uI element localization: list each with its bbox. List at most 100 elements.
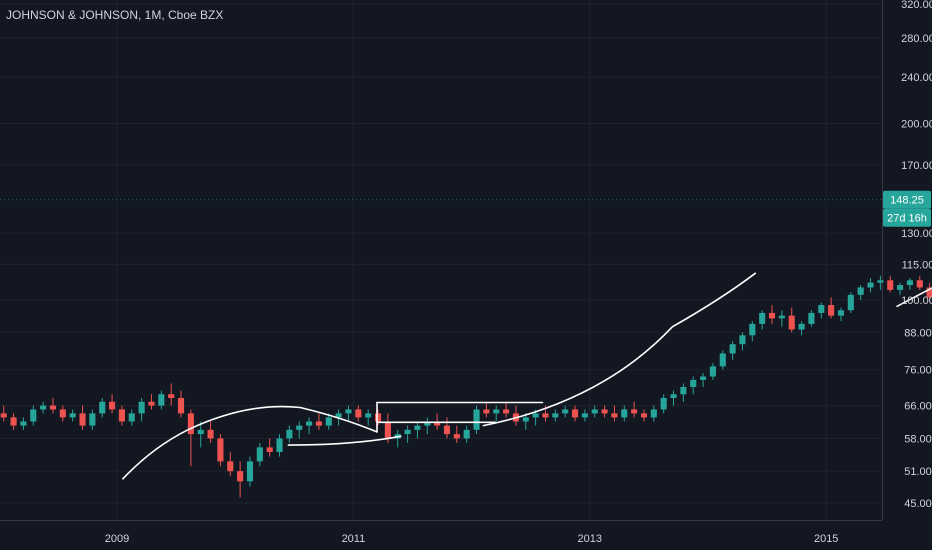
y-tick-label: 280.00 (901, 33, 932, 45)
candle-body (847, 294, 854, 311)
candle-body (473, 409, 480, 430)
candle-body (522, 417, 529, 422)
countdown-badge (883, 208, 931, 227)
candle-body (532, 413, 539, 418)
countdown-badge-value: 27d 16h (887, 213, 927, 225)
candle-body (187, 413, 194, 435)
y-tick-label: 130.00 (901, 228, 932, 240)
candle-body (581, 413, 588, 418)
candle-body (670, 394, 677, 398)
candle-body (306, 421, 313, 426)
candle-body (867, 282, 874, 288)
candle-body (453, 434, 460, 439)
candle-body (897, 285, 904, 290)
candle-body (424, 421, 431, 426)
y-tick-label: 88.00 (904, 327, 932, 339)
candle-body (227, 461, 234, 472)
x-tick-label: 2009 (105, 533, 129, 545)
candle-body (79, 413, 86, 426)
rounding-bottom-2009-2011-base (287, 435, 402, 446)
y-tick-label: 100.00 (901, 295, 932, 307)
candle-body (483, 409, 490, 414)
candle-body (10, 417, 17, 426)
parabolic-curve-2012-2014 (482, 272, 757, 427)
candle-body (49, 405, 57, 410)
candle-body (276, 438, 283, 452)
candle-body (591, 409, 598, 414)
candle-body (571, 409, 579, 418)
candle-body (680, 386, 687, 395)
y-tick-label: 115.00 (902, 259, 932, 271)
y-tick-label: 58.00 (904, 433, 932, 445)
candle-body (30, 409, 37, 422)
y-tick-label: 76.00 (904, 365, 932, 377)
candle-body (749, 323, 756, 336)
candle-body (778, 315, 785, 319)
candle-body (729, 344, 736, 354)
candle-body (69, 413, 76, 418)
candle-body (857, 287, 864, 295)
candle-body (177, 397, 185, 414)
y-tick-label: 170.00 (901, 160, 932, 172)
candle-body (256, 447, 263, 462)
candle-body (808, 312, 815, 324)
candle-body (640, 413, 648, 418)
x-tick-label: 2013 (578, 533, 602, 545)
candle-body (217, 438, 224, 462)
rounding-bottom-2009-2011-curve (122, 405, 378, 480)
candle-body (0, 413, 7, 418)
candle-body (818, 305, 825, 313)
candle-body (739, 335, 746, 345)
candle-body (690, 379, 697, 387)
candle-body (631, 409, 638, 414)
y-tick-label: 240.00 (901, 72, 932, 84)
candle-body (325, 417, 332, 426)
candle-body (660, 397, 667, 410)
candle-body (40, 405, 47, 410)
candle-body (237, 471, 244, 482)
candle-body (562, 409, 569, 414)
y-tick-label: 200.00 (901, 119, 932, 131)
price-badge (883, 190, 931, 209)
candle-body (434, 421, 441, 426)
candle-body (443, 425, 451, 435)
candle-body (906, 280, 913, 286)
candle-body (788, 315, 795, 330)
candle-body (197, 429, 204, 435)
candle-body (89, 413, 96, 426)
candle-body (99, 401, 106, 414)
candle-body (601, 409, 608, 414)
candle-body (916, 280, 923, 288)
candle-body (719, 353, 726, 367)
y-tick-label: 45.00 (904, 498, 932, 510)
candle-body (404, 429, 411, 435)
candle-body (246, 461, 254, 482)
candle-body (335, 413, 342, 418)
candle-body (887, 280, 894, 290)
candle-body (650, 409, 657, 418)
candle-body (286, 429, 293, 439)
candle-body (828, 305, 835, 316)
x-tick-label: 2011 (342, 533, 366, 545)
candle-body (621, 409, 628, 418)
candle-body (700, 376, 707, 380)
chart-title: JOHNSON & JOHNSON, 1M, Cboe BZX (6, 8, 224, 22)
candle-body (709, 366, 716, 377)
candle-body (59, 409, 66, 418)
candle-body (384, 421, 391, 439)
candle-body (128, 413, 135, 422)
candle-body (355, 409, 362, 418)
candle-body (877, 280, 884, 283)
candle-body (315, 421, 322, 426)
candle-body (798, 323, 805, 330)
candle-body (345, 409, 352, 414)
candle-body (493, 409, 500, 414)
y-tick-label: 320.00 (901, 0, 932, 11)
candle-body (926, 287, 932, 298)
candle-body (296, 425, 303, 430)
candle-body (118, 409, 125, 422)
candle-body (768, 312, 776, 319)
candle-body (611, 413, 618, 418)
